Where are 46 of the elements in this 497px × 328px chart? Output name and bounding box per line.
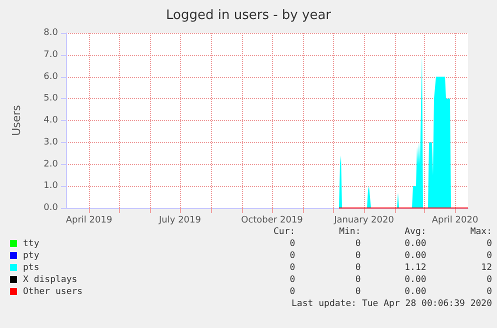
y-tick-label: 0.0 (44, 203, 58, 213)
y-tick-label: 3.0 (44, 137, 58, 148)
chart-title: Logged in users - by year (166, 8, 332, 23)
text: 0.00 (404, 286, 426, 298)
text: 0 (288, 274, 296, 286)
text: 12 (480, 262, 492, 274)
text: 0 (354, 250, 361, 262)
legend-label: pty (22, 250, 40, 262)
y-tick-label: 2.0 (44, 159, 58, 170)
text: Min: (338, 226, 361, 238)
text: 1.12 (404, 262, 426, 274)
y-tick-label: 6.0 (44, 72, 58, 82)
text: 0 (288, 238, 296, 250)
y-tick-label: 4.0 (44, 116, 58, 126)
legend-label: pts (22, 262, 40, 274)
x-tick-label: January 2020 (333, 216, 394, 226)
text: 0 (354, 262, 361, 274)
text: 0 (354, 238, 361, 250)
y-tick-label: 7.0 (44, 50, 58, 60)
legend-label: Other users (22, 286, 84, 298)
text: 0 (354, 286, 361, 298)
text: 0 (354, 274, 361, 286)
text: 0.00 (404, 238, 426, 250)
y-tick-label: 1.0 (44, 181, 58, 192)
text: 0 (288, 262, 296, 274)
text: Max: (469, 226, 492, 238)
x-tick-label: July 2019 (158, 216, 202, 226)
text: 0 (486, 286, 492, 298)
legend-label: X displays (22, 274, 78, 286)
x-tick-label: April 2020 (432, 216, 478, 226)
text: 0.00 (404, 250, 426, 262)
text: 0 (486, 238, 492, 250)
text: 0 (486, 274, 492, 286)
y-axis-title: Users (10, 104, 23, 136)
text: Avg: (404, 226, 426, 238)
y-tick-label: 8.0 (44, 28, 58, 38)
text: 0 (288, 286, 296, 298)
x-tick-label: April 2019 (66, 216, 112, 226)
legend-label: tty (22, 238, 40, 250)
text: 0.00 (404, 274, 426, 286)
text: Cur: (272, 226, 296, 238)
x-tick-label: October 2019 (241, 216, 304, 226)
text: Last update: Tue Apr 28 00:06:39 2020 (290, 298, 492, 310)
text: 0 (288, 250, 296, 262)
y-tick-label: 5.0 (44, 94, 58, 104)
text: 0 (486, 250, 492, 262)
